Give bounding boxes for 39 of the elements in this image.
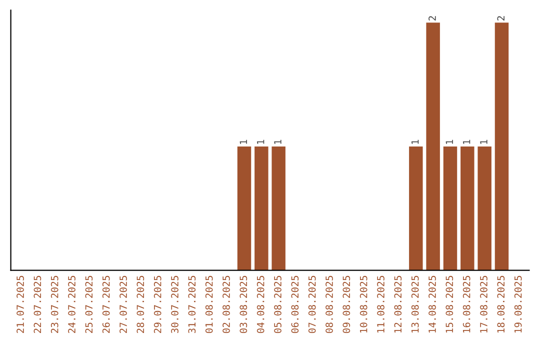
x-tick-label: 23.07.2025 [50, 276, 58, 333]
x-tick-label: 18.08.2025 [497, 276, 505, 333]
data-label: 1 [412, 140, 419, 144]
x-tick-label: 30.07.2025 [171, 276, 178, 334]
x-tick-label: 21.07.2025 [16, 276, 24, 333]
data-label: 2 [497, 16, 504, 20]
x-tick-label: 03.08.2025 [240, 276, 248, 334]
x-tick-label: 24.07.2025 [68, 276, 76, 333]
x-tick-label: 28.07.2025 [136, 276, 144, 333]
x-tick-label: 13.08.2025 [411, 276, 419, 333]
x-tick-label: 14.08.2025 [428, 276, 436, 333]
x-tick-label: 27.07.2025 [120, 276, 127, 333]
x-tick-label: 19.08.2025 [514, 276, 522, 333]
x-tick-label: 02.08.2025 [222, 276, 230, 334]
x-tick-label: 29.07.2025 [154, 276, 162, 333]
x-tick-label: 16.08.2025 [462, 276, 470, 333]
x-tick-label: 15.08.2025 [446, 276, 454, 333]
x-tick-label: 12.08.2025 [394, 276, 402, 333]
x-tick-label: 08.08.2025 [326, 276, 333, 334]
x-tick-label: 31.07.2025 [188, 276, 196, 334]
x-tick-label: 04.08.2025 [256, 276, 264, 334]
x-tick-label: 11.08.2025 [377, 276, 384, 333]
x-tick-label: 22.07.2025 [34, 276, 42, 333]
data-label: 2 [428, 16, 436, 20]
x-tick-label: 10.08.2025 [360, 276, 368, 333]
x-tick-label: 06.08.2025 [291, 276, 299, 334]
data-label: 1 [274, 140, 282, 144]
x-tick-label: 26.07.2025 [102, 276, 110, 333]
data-label: 1 [463, 140, 470, 144]
x-tick-label: 09.08.2025 [342, 276, 350, 334]
x-tick-label: 05.08.2025 [274, 276, 282, 334]
data-label: 1 [240, 140, 247, 144]
x-tick-label: 01.08.2025 [205, 276, 213, 334]
x-tick-label: 07.08.2025 [308, 276, 316, 334]
x-tick-label: 25.07.2025 [85, 276, 93, 333]
x-tick-label: 17.08.2025 [480, 276, 488, 333]
data-label: 1 [257, 140, 264, 144]
data-label: 1 [480, 140, 488, 144]
data-label: 1 [446, 140, 453, 144]
